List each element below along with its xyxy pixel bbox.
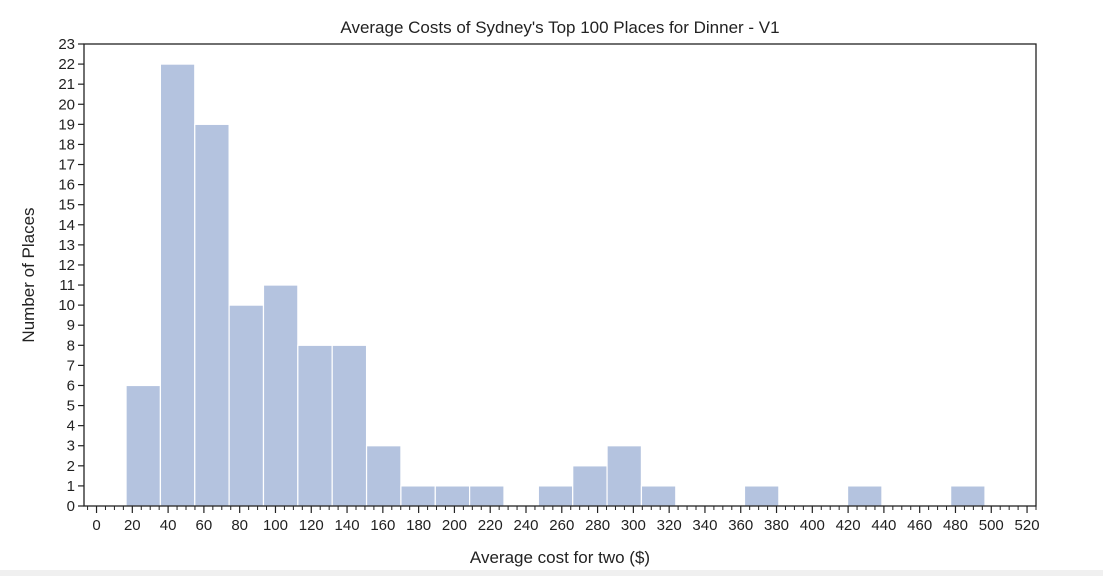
- histogram-bar-14: [606, 445, 643, 507]
- y-tick-label: 11: [59, 277, 75, 294]
- y-tick-label: 6: [67, 377, 75, 394]
- histogram-bar-0: [125, 384, 162, 507]
- y-tick-label: 3: [67, 438, 75, 455]
- histogram-bar-18: [743, 485, 780, 507]
- histogram-bar-10: [469, 485, 505, 507]
- x-tick-label: 0: [92, 517, 100, 534]
- chart-title: Average Costs of Sydney's Top 100 Places…: [340, 18, 779, 37]
- y-tick-label: 15: [58, 197, 75, 214]
- x-tick-label: 240: [513, 517, 538, 534]
- x-tick-label: 480: [943, 517, 968, 534]
- x-tick-label: 320: [657, 517, 682, 534]
- histogram-bar-6: [331, 344, 368, 507]
- histogram-bar-13: [572, 465, 608, 507]
- bottom-strip: [0, 570, 1103, 576]
- histogram-bar-21: [846, 485, 883, 507]
- y-tick-label: 4: [67, 418, 75, 435]
- x-tick-label: 40: [160, 517, 177, 534]
- y-tick-label: 17: [58, 157, 75, 174]
- y-tick-label: 10: [58, 297, 75, 314]
- y-tick-label: 2: [67, 458, 75, 475]
- x-tick-label: 200: [442, 517, 467, 534]
- x-tick-label: 460: [907, 517, 932, 534]
- x-tick-label: 400: [800, 517, 825, 534]
- y-tick-label: 5: [67, 398, 75, 415]
- x-tick-label: 180: [406, 517, 431, 534]
- y-tick-label: 21: [58, 76, 75, 93]
- histogram-bar-24: [950, 485, 986, 507]
- histogram-bar-7: [365, 445, 402, 507]
- x-tick-label: 120: [299, 517, 324, 534]
- y-tick-label: 23: [58, 36, 75, 53]
- y-tick-label: 8: [67, 337, 75, 354]
- x-tick-label: 500: [979, 517, 1004, 534]
- histogram-bar-12: [537, 485, 574, 507]
- bars-layer: [125, 63, 986, 507]
- y-tick-label: 0: [67, 498, 75, 515]
- y-tick-label: 19: [58, 116, 75, 133]
- x-tick-label: 140: [335, 517, 360, 534]
- y-tick-label: 13: [58, 237, 75, 254]
- x-tick-label: 60: [196, 517, 213, 534]
- x-tick-label: 340: [692, 517, 717, 534]
- x-tick-label: 160: [370, 517, 395, 534]
- y-axis-label: Number of Places: [19, 207, 38, 342]
- x-tick-label: 260: [549, 517, 574, 534]
- y-tick-label: 18: [58, 136, 75, 153]
- histogram-bar-9: [434, 485, 471, 507]
- y-tick-label: 16: [58, 177, 75, 194]
- x-axis: 0 20 40 60 80 100 120 140 160 180 200 220 240 260 280 3…: [87, 506, 1040, 534]
- y-tick-label: 14: [58, 217, 75, 234]
- y-tick-label: 12: [58, 257, 75, 274]
- histogram-bar-8: [400, 485, 436, 507]
- x-tick-label: 300: [621, 517, 646, 534]
- x-tick-label: 380: [764, 517, 789, 534]
- x-tick-label: 80: [231, 517, 248, 534]
- y-tick-label: 1: [67, 478, 75, 495]
- histogram-bar-5: [297, 344, 333, 507]
- y-tick-label: 22: [58, 56, 75, 73]
- histogram-bar-1: [159, 63, 196, 507]
- histogram-bar-15: [640, 485, 677, 507]
- histogram-bar-4: [262, 284, 299, 507]
- x-axis-label: Average cost for two ($): [470, 548, 650, 567]
- x-tick-label: 360: [728, 517, 753, 534]
- plot-frame: [83, 43, 1037, 507]
- x-tick-label: 20: [124, 517, 141, 534]
- histogram-bar-3: [228, 304, 265, 507]
- x-tick-label: 420: [836, 517, 861, 534]
- x-tick-label: 440: [871, 517, 896, 534]
- y-tick-label: 20: [58, 96, 75, 113]
- histogram-bar-2: [194, 123, 230, 507]
- y-tick-label: 9: [67, 317, 75, 334]
- y-tick-label: 7: [67, 357, 75, 374]
- x-tick-label: 220: [478, 517, 503, 534]
- x-tick-label: 280: [585, 517, 610, 534]
- x-tick-label: 100: [263, 517, 288, 534]
- x-tick-label: 520: [1015, 517, 1040, 534]
